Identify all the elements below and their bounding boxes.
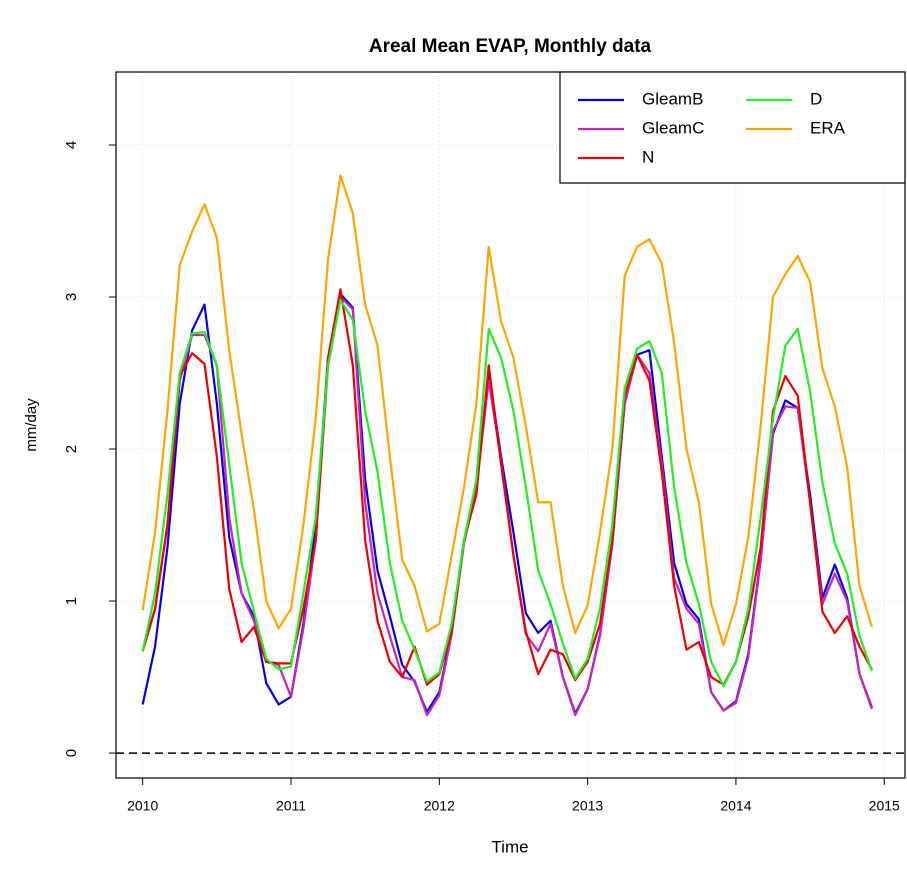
y-tick-label: 0 <box>63 749 80 757</box>
legend-label: GleamC <box>642 118 704 137</box>
y-axis-label: mm/day <box>23 398 40 452</box>
chart-title: Areal Mean EVAP, Monthly data <box>369 36 652 57</box>
y-tick-label: 4 <box>63 141 80 149</box>
y-tick-label: 3 <box>63 293 80 301</box>
x-tick-label: 2012 <box>424 798 455 814</box>
legend-label: N <box>642 147 654 166</box>
series-line <box>141 298 873 688</box>
legend-label: GleamB <box>642 89 703 108</box>
legend: GleamB GleamC N D ERA <box>559 71 906 184</box>
x-axis-label: Time <box>491 837 528 856</box>
legend-label: ERA <box>810 118 846 137</box>
x-tick-label: 2015 <box>869 798 900 814</box>
x-tick-label: 2013 <box>572 798 603 814</box>
legend-label: D <box>810 89 822 108</box>
series-line <box>141 174 873 647</box>
y-tick-label: 1 <box>63 597 80 605</box>
y-tick-label: 2 <box>63 445 80 453</box>
x-tick-label: 2014 <box>720 798 751 814</box>
legend-box <box>559 71 906 184</box>
series-line <box>141 288 873 686</box>
x-tick-label: 2011 <box>276 798 306 814</box>
plot-frame <box>115 71 906 779</box>
x-tick-label: 2010 <box>127 798 158 814</box>
